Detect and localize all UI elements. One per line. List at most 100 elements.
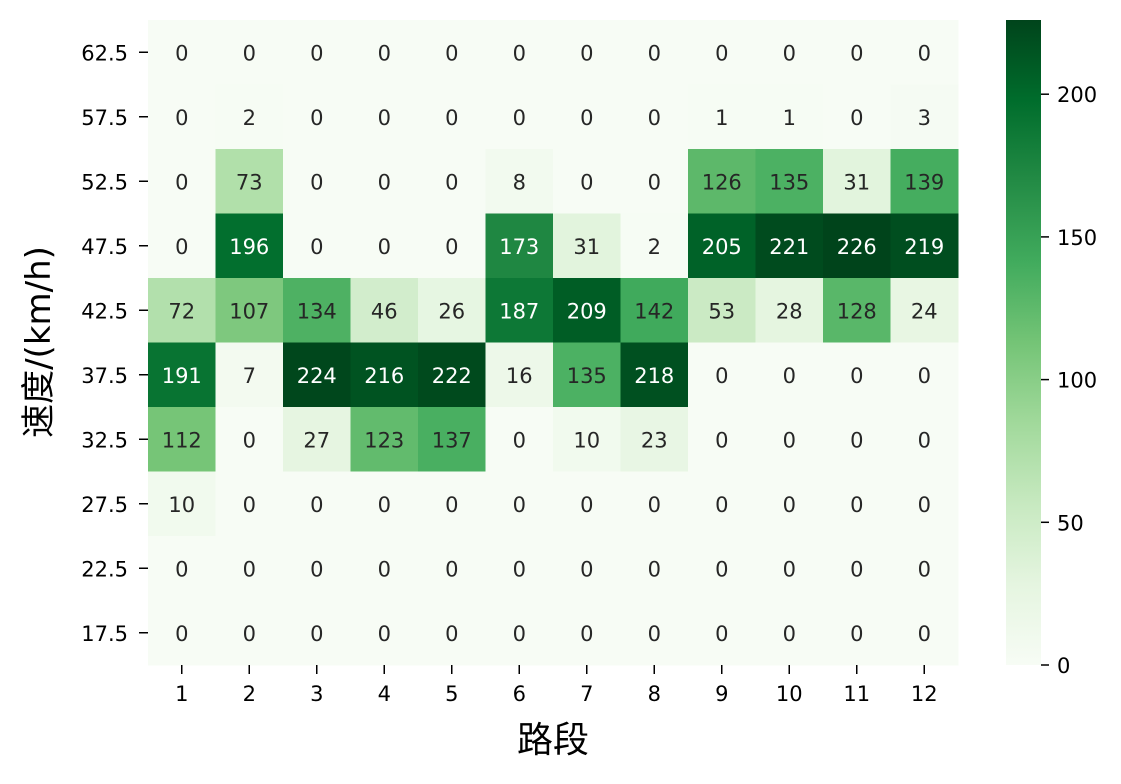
cell-value-label: 53 (708, 299, 735, 323)
cell-value-label: 135 (567, 364, 607, 388)
colorbar-tick-label: 0 (1057, 654, 1070, 678)
cell-value-label: 0 (445, 170, 458, 194)
heatmap-cell (215, 149, 284, 214)
cell-value-label: 123 (364, 428, 404, 452)
heatmap-cell (283, 213, 351, 279)
y-tick-label: 42.5 (81, 299, 128, 323)
cell-value-label: 0 (310, 106, 323, 130)
x-axis: 1 2 3 4 5 6 7 8 9 10 11 12 (175, 665, 938, 706)
colorbar-tick-label: 100 (1057, 369, 1097, 393)
heatmap-cell (350, 600, 419, 666)
cell-value-label: 0 (648, 622, 661, 646)
cell-value-label: 26 (438, 299, 465, 323)
heatmap-cell (553, 536, 621, 601)
heatmap-cell (553, 278, 621, 343)
heatmap-cell (148, 20, 216, 85)
cell-value-label: 0 (715, 364, 728, 388)
cell-value-label: 0 (378, 235, 391, 259)
cell-value-label: 0 (783, 364, 796, 388)
cell-value-label: 46 (371, 299, 398, 323)
colorbar (1006, 20, 1041, 665)
heatmap-cell (418, 213, 486, 279)
heatmap-cell (148, 278, 216, 343)
cell-value-label: 72 (168, 299, 195, 323)
heatmap-cell (350, 213, 419, 279)
heatmap-cell (755, 536, 824, 601)
cell-value-label: 0 (445, 493, 458, 517)
cell-value-label: 0 (513, 557, 526, 581)
cell-value-label: 128 (837, 299, 877, 323)
heatmap-cell (148, 149, 216, 214)
heatmap-cell (890, 20, 959, 85)
colorbar-axis: 0 50 100 150 200 (1041, 83, 1097, 678)
heatmap-cell (283, 278, 351, 343)
cell-value-label: 0 (445, 622, 458, 646)
heatmap-cell (418, 471, 486, 537)
heatmap-cell (823, 213, 891, 279)
cell-value-label: 10 (573, 428, 600, 452)
heatmap-cell (823, 471, 891, 537)
heatmap-cell (553, 84, 621, 150)
x-tick-label: 4 (378, 682, 391, 706)
cell-value-label: 0 (715, 493, 728, 517)
heatmap-cell (620, 149, 689, 214)
cell-value-label: 0 (175, 235, 188, 259)
cell-value-label: 0 (378, 106, 391, 130)
cell-value-label: 0 (513, 428, 526, 452)
cell-value-label: 0 (783, 428, 796, 452)
heatmap-cell (620, 471, 689, 537)
heatmap-cell (485, 278, 554, 343)
heatmap-cell-labels: 0 0 0 0 0 0 0 0 0 0 0 00 2 0 0 0 0 0 0 1 1 0 30 73 0 0 0 8 0 0 126 135 3… (162, 41, 945, 646)
cell-value-label: 0 (310, 41, 323, 65)
cell-value-label: 0 (175, 557, 188, 581)
cell-value-label: 0 (715, 428, 728, 452)
cell-value-label: 0 (175, 106, 188, 130)
x-tick-label: 9 (715, 682, 728, 706)
heatmap-cell (620, 536, 689, 601)
cell-value-label: 73 (236, 170, 263, 194)
heatmap-cell (755, 149, 824, 214)
y-axis-label: 速度/(km/h) (19, 246, 59, 438)
cell-value-label: 0 (445, 106, 458, 130)
heatmap-cell (688, 20, 756, 85)
cell-value-label: 0 (648, 106, 661, 130)
heatmap-cell (215, 600, 284, 666)
cell-value-label: 10 (168, 493, 195, 517)
heatmap-cell (688, 213, 756, 279)
heatmap-cell (283, 471, 351, 537)
heatmap-cell (148, 471, 216, 537)
heatmap-cell (890, 149, 959, 214)
heatmap-cell (283, 536, 351, 601)
cell-value-label: 224 (297, 364, 337, 388)
heatmap-cell (755, 407, 824, 472)
cell-value-label: 0 (310, 235, 323, 259)
cell-value-label: 222 (432, 364, 472, 388)
heatmap-cell (620, 213, 689, 279)
heatmap-cell (350, 20, 419, 85)
cell-value-label: 0 (850, 622, 863, 646)
cell-value-label: 0 (715, 557, 728, 581)
cell-value-label: 0 (850, 428, 863, 452)
heatmap-cell (485, 84, 554, 150)
heatmap-cell (485, 471, 554, 537)
heatmap-cell (553, 600, 621, 666)
heatmap-cell (890, 342, 959, 408)
cell-value-label: 0 (580, 557, 593, 581)
cell-value-label: 142 (634, 299, 674, 323)
heatmap-cell (350, 149, 419, 214)
colorbar-tick-label: 50 (1057, 511, 1084, 535)
heatmap-cell (823, 342, 891, 408)
cell-value-label: 0 (378, 41, 391, 65)
cell-value-label: 137 (432, 428, 472, 452)
heatmap-cell (890, 407, 959, 472)
cell-value-label: 0 (580, 106, 593, 130)
heatmap-cell (485, 600, 554, 666)
heatmap-cell (755, 84, 824, 150)
y-axis: 62.5 57.5 52.5 47.5 42.5 37.5 32.5 27.5 22.5 17.5 (81, 41, 148, 646)
heatmap-cell (215, 342, 284, 408)
heatmap-cell (688, 536, 756, 601)
cell-value-label: 0 (445, 41, 458, 65)
x-tick-label: 8 (648, 682, 661, 706)
cell-value-label: 0 (378, 557, 391, 581)
heatmap-cell (418, 407, 486, 472)
